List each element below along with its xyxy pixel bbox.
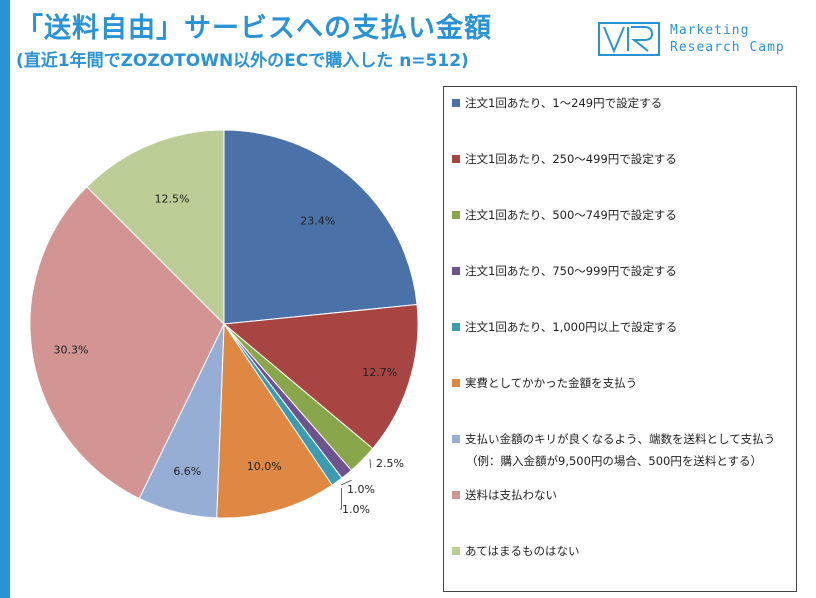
- legend-label: 注文1回あたり、1～249円で設定する: [465, 96, 663, 110]
- legend-item: 支払い金額のキリが良くなるよう、端数を送料として支払う （例：購入金額が9,500…: [452, 431, 775, 469]
- page-subtitle: (直近1年間でZOZOTOWN以外のECで購入した n=512): [16, 51, 469, 71]
- page-title: 「送料自由」サービスへの支払い金額: [16, 13, 492, 44]
- legend-label: あてはまるものはない: [465, 544, 580, 558]
- legend-swatch: [452, 379, 460, 387]
- pie-chart: 23.4%12.7%2.5%1.0%1.0%10.0%6.6%30.3%12.5…: [29, 129, 419, 519]
- slice-value-label: 12.5%: [155, 193, 190, 206]
- slice-value-label: 10.0%: [247, 460, 282, 473]
- legend-item: 送料は支払わない: [452, 487, 557, 503]
- logo-mark-icon: [598, 22, 660, 56]
- legend-item: 注文1回あたり、750～999円で設定する: [452, 263, 677, 279]
- legend-swatch: [452, 547, 460, 555]
- legend-swatch: [452, 99, 460, 107]
- slice-value-label: 23.4%: [300, 214, 335, 227]
- legend-item: 注文1回あたり、500～749円で設定する: [452, 207, 677, 223]
- pie-slice: [29, 186, 225, 500]
- legend-sublabel: （例：購入金額が9,500円の場合、500円を送料とする）: [466, 454, 763, 468]
- pie-slice: [223, 129, 418, 325]
- slice-value-label: 30.3%: [53, 344, 88, 357]
- legend-label: 支払い金額のキリが良くなるよう、端数を送料として支払う: [465, 432, 776, 446]
- legend-label: 注文1回あたり、750～999円で設定する: [465, 264, 677, 278]
- legend-item: 実費としてかかった金額を支払う: [452, 375, 637, 391]
- legend-swatch: [452, 435, 460, 443]
- legend-item: 注文1回あたり、1～249円で設定する: [452, 95, 662, 111]
- logo-line-2: Research Camp: [670, 40, 785, 55]
- leader-line: [340, 479, 352, 486]
- pie-slice: [216, 322, 333, 519]
- logo-line-1: Marketing: [670, 23, 750, 38]
- legend-label: 注文1回あたり、250～499円で設定する: [465, 152, 677, 166]
- leader-line: [369, 458, 372, 469]
- slice-value-label: 1.0%: [342, 503, 370, 516]
- chart-legend: 注文1回あたり、1～249円で設定する 注文1回あたり、250～499円で設定する…: [443, 86, 797, 592]
- slice-value-label: 1.0%: [347, 483, 375, 496]
- legend-label: 実費としてかかった金額を支払う: [465, 376, 638, 390]
- legend-item: あてはまるものはない: [452, 543, 580, 559]
- pie-slice: [222, 303, 419, 450]
- accent-bar: [0, 0, 10, 598]
- legend-swatch: [452, 155, 460, 163]
- legend-swatch: [452, 491, 460, 499]
- logo-text: Marketing Research Camp: [670, 22, 785, 56]
- legend-swatch: [452, 323, 460, 331]
- slice-value-label: 6.6%: [173, 465, 201, 478]
- brand-logo: Marketing Research Camp: [598, 22, 810, 58]
- legend-item: 注文1回あたり、1,000円以上で設定する: [452, 319, 677, 335]
- legend-label: 注文1回あたり、1,000円以上で設定する: [465, 320, 678, 334]
- legend-label: 注文1回あたり、500～749円で設定する: [465, 208, 677, 222]
- pie-slice: [86, 129, 225, 326]
- leader-line: [340, 487, 342, 510]
- slice-value-label: 2.5%: [376, 457, 404, 470]
- legend-label: 送料は支払わない: [465, 488, 557, 502]
- legend-swatch: [452, 267, 460, 275]
- legend-item: 注文1回あたり、250～499円で設定する: [452, 151, 677, 167]
- slice-value-label: 12.7%: [362, 366, 397, 379]
- legend-swatch: [452, 211, 460, 219]
